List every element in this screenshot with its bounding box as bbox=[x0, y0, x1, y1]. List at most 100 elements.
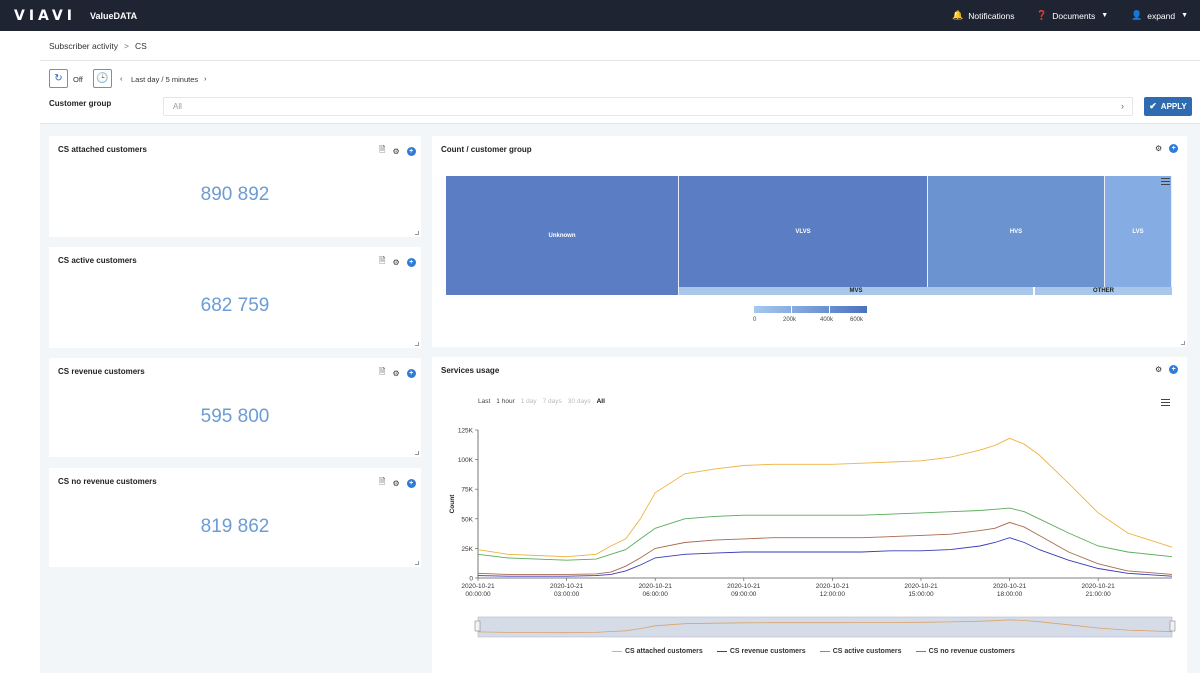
documents-menu[interactable]: ❓ Documents ▼ bbox=[1036, 0, 1108, 31]
resize-handle[interactable] bbox=[415, 231, 419, 235]
add-icon[interactable]: + bbox=[406, 478, 416, 488]
add-icon[interactable]: + bbox=[406, 146, 416, 156]
range-label: Last bbox=[478, 398, 491, 405]
x-tick-label: 2020-10-21 bbox=[904, 583, 938, 590]
legend-swatch bbox=[716, 651, 727, 652]
chart-legend: CS attached customers CS revenue custome… bbox=[612, 648, 1029, 655]
customer-group-value: All bbox=[173, 102, 182, 111]
treemap-cell-hvs[interactable]: HVS bbox=[928, 176, 1105, 287]
kpi-value: 682 759 bbox=[200, 295, 270, 316]
legend-swatch bbox=[819, 651, 830, 652]
y-tick-label: 50K bbox=[461, 516, 473, 523]
x-tick-label: 2020-10-21 bbox=[550, 583, 584, 590]
resize-handle[interactable] bbox=[415, 342, 419, 346]
kpi-card-no-revenue: CS no revenue customers 🗎 ⚙ + 819 862 bbox=[49, 468, 421, 567]
chevron-down-icon: ▼ bbox=[1101, 12, 1109, 19]
x-tick-label: 2020-10-21 bbox=[1082, 583, 1116, 590]
scale-tick: 200k bbox=[783, 317, 797, 323]
treemap-cell-unknown[interactable]: Unknown bbox=[446, 176, 679, 295]
y-tick-label: 100K bbox=[458, 457, 474, 464]
prev-range-icon[interactable]: ‹ bbox=[120, 74, 123, 83]
refresh-state: Off bbox=[73, 75, 83, 84]
legend-item-no-revenue[interactable]: CS no revenue customers bbox=[915, 648, 1015, 655]
range-option-1h[interactable]: 1 hour bbox=[496, 398, 515, 405]
legend-label: CS no revenue customers bbox=[928, 648, 1015, 655]
document-icon[interactable]: 🗎 bbox=[379, 367, 386, 376]
app-name[interactable]: ValueDATA bbox=[89, 10, 138, 21]
gear-icon[interactable]: ⚙ bbox=[392, 368, 400, 378]
legend-swatch bbox=[612, 651, 622, 652]
range-option-30d[interactable]: 30 days bbox=[567, 398, 591, 405]
x-tick-label: 21:00:00 bbox=[1086, 591, 1112, 598]
refresh-icon: ↻ bbox=[54, 73, 63, 84]
x-tick-label: 12:00:00 bbox=[820, 591, 846, 598]
y-axis-label: Count bbox=[449, 494, 456, 514]
x-tick-label: 2020-10-21 bbox=[461, 583, 495, 590]
kpi-title: CS no revenue customers bbox=[58, 477, 157, 486]
customer-group-select[interactable]: All › bbox=[163, 97, 1133, 116]
resize-handle[interactable] bbox=[1181, 341, 1185, 345]
add-icon[interactable]: + bbox=[1169, 365, 1179, 374]
navigator-window bbox=[477, 616, 1173, 638]
refresh-button[interactable]: ↻ bbox=[49, 69, 68, 88]
add-icon[interactable]: + bbox=[406, 368, 416, 378]
kpi-value: 819 862 bbox=[200, 516, 270, 537]
navigator-series bbox=[477, 619, 1173, 634]
resize-handle[interactable] bbox=[415, 451, 419, 455]
add-icon[interactable]: + bbox=[1169, 144, 1179, 153]
kpi-value: 890 892 bbox=[200, 184, 270, 205]
range-option-all[interactable]: All bbox=[596, 398, 605, 405]
services-usage-chart: 025K50K75K100K125KCount2020-10-2100:00:0… bbox=[449, 428, 1176, 638]
x-tick-label: 15:00:00 bbox=[908, 591, 934, 598]
scale-tick: 0 bbox=[753, 317, 757, 323]
notifications-button[interactable]: 🔔 Notifications bbox=[952, 0, 1015, 31]
document-icon[interactable]: 🗎 bbox=[379, 145, 386, 154]
y-tick-label: 0 bbox=[469, 576, 473, 583]
x-tick-label: 18:00:00 bbox=[997, 591, 1023, 598]
legend-item-revenue[interactable]: CS revenue customers bbox=[716, 648, 806, 655]
navigator-handle-right bbox=[1169, 620, 1176, 632]
clock-button[interactable]: 🕒 bbox=[93, 69, 112, 88]
check-icon: ✔ bbox=[1149, 101, 1157, 111]
gear-icon[interactable]: ⚙ bbox=[1155, 365, 1163, 374]
viavi-logo[interactable]: VIAVI bbox=[14, 7, 76, 24]
kpi-card-attached: CS attached customers 🗎 ⚙ + 890 892 bbox=[49, 136, 421, 237]
next-range-icon[interactable]: › bbox=[204, 74, 207, 83]
range-option-7d[interactable]: 7 days bbox=[542, 398, 562, 405]
gear-icon[interactable]: ⚙ bbox=[392, 478, 400, 488]
treemap-title: Count / customer group bbox=[441, 145, 532, 154]
bell-icon: 🔔 bbox=[952, 10, 964, 20]
x-tick-label: 09:00:00 bbox=[731, 591, 757, 598]
gear-icon[interactable]: ⚙ bbox=[392, 257, 400, 267]
clock-icon: 🕒 bbox=[96, 73, 109, 84]
gear-icon[interactable]: ⚙ bbox=[1155, 144, 1163, 153]
treemap-cell-other[interactable]: OTHER bbox=[1034, 287, 1172, 295]
treemap-cell-mvs[interactable]: MVS bbox=[679, 287, 1033, 295]
series-line-0 bbox=[477, 437, 1173, 558]
resize-handle[interactable] bbox=[415, 561, 419, 565]
gear-icon[interactable]: ⚙ bbox=[392, 146, 400, 156]
add-icon[interactable]: + bbox=[406, 257, 416, 267]
user-menu[interactable]: 👤 expand ▼ bbox=[1131, 0, 1188, 31]
card-actions: 🗎 ⚙ + bbox=[372, 476, 416, 490]
time-range-label[interactable]: Last day / 5 minutes bbox=[131, 75, 199, 84]
treemap-menu-icon[interactable] bbox=[1161, 178, 1170, 187]
scale-tick: 400k bbox=[820, 317, 834, 323]
range-selector: Last 1 hour 1 day 7 days 30 days All bbox=[478, 398, 611, 405]
treemap-cell-vlvs[interactable]: VLVS bbox=[679, 176, 928, 287]
user-label: expand bbox=[1147, 10, 1176, 21]
document-icon[interactable]: 🗎 bbox=[379, 477, 386, 486]
document-icon[interactable]: 🗎 bbox=[379, 256, 386, 265]
kpi-card-revenue: CS revenue customers 🗎 ⚙ + 595 800 bbox=[49, 358, 421, 457]
breadcrumb-parent[interactable]: Subscriber activity bbox=[49, 40, 118, 51]
treemap-cell-lvs[interactable]: LVS bbox=[1105, 176, 1172, 287]
legend-swatch bbox=[915, 651, 926, 652]
apply-button[interactable]: ✔ APPLY bbox=[1144, 97, 1192, 116]
chart-menu-icon[interactable] bbox=[1161, 399, 1170, 408]
range-option-1d[interactable]: 1 day bbox=[520, 398, 537, 405]
legend-item-active[interactable]: CS active customers bbox=[819, 648, 902, 655]
series-line-3 bbox=[477, 521, 1173, 575]
legend-label: CS revenue customers bbox=[729, 648, 806, 655]
card-actions: 🗎 ⚙ + bbox=[372, 144, 416, 158]
legend-item-attached[interactable]: CS attached customers bbox=[612, 648, 703, 655]
